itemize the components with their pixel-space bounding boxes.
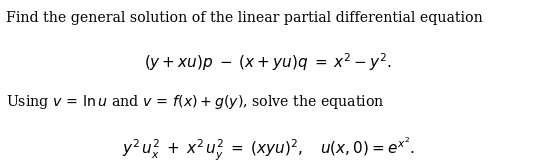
Text: $(y + xu)p\;-\;(x + yu)q\;=\;x^2 - y^2.$: $(y + xu)p\;-\;(x + yu)q\;=\;x^2 - y^2.$ [144,52,392,73]
Text: Using $v\,=\,\ln u$ and $v\,=\,f(x)+g(y)$, solve the equation: Using $v\,=\,\ln u$ and $v\,=\,f(x)+g(y)… [6,93,385,111]
Text: $y^2\,u_x^2\;+\;x^2\,u_y^2\;=\;(xyu)^2,\quad u(x,0)=e^{x^2}.$: $y^2\,u_x^2\;+\;x^2\,u_y^2\;=\;(xyu)^2,\… [122,135,414,161]
Text: Find the general solution of the linear partial differential equation: Find the general solution of the linear … [6,11,483,25]
